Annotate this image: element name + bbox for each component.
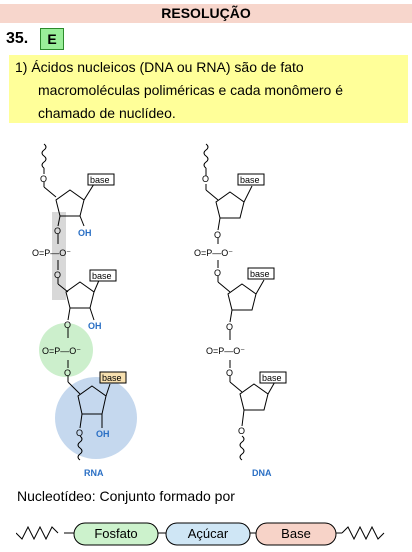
svg-text:O=P—O⁻: O=P—O⁻ bbox=[32, 248, 71, 258]
svg-text:base: base bbox=[90, 175, 110, 185]
fosfato-box bbox=[73, 522, 159, 546]
dna-base-box-3 bbox=[259, 371, 287, 384]
svg-text:base: base bbox=[262, 373, 282, 383]
svg-text:O: O bbox=[54, 226, 61, 236]
svg-text:O: O bbox=[202, 174, 209, 184]
svg-text:O=P—O⁻: O=P—O⁻ bbox=[194, 248, 233, 258]
rna-base-box-3 bbox=[99, 371, 127, 384]
svg-text:O: O bbox=[226, 368, 233, 378]
svg-text:OH: OH bbox=[78, 228, 92, 238]
explanation-note: 1) Ácidos nucleicos (DNA ou RNA) são de … bbox=[9, 55, 408, 123]
rna-base-box-1 bbox=[87, 173, 115, 186]
dna-label: DNA bbox=[252, 468, 272, 478]
sugar-highlight-circle bbox=[55, 377, 137, 459]
svg-text:O: O bbox=[214, 268, 221, 278]
answer-badge: E bbox=[40, 28, 64, 50]
base-box bbox=[255, 522, 337, 546]
resolution-header: RESOLUÇÃO bbox=[0, 4, 412, 23]
svg-text:Base: Base bbox=[281, 526, 311, 541]
note-line-1: 1) Ácidos nucleicos (DNA ou RNA) são de … bbox=[15, 59, 304, 75]
nucleic-acid-figure: base base base base base base O O O=P—O⁻… bbox=[32, 143, 287, 478]
phosphate-highlight-bar bbox=[52, 212, 66, 300]
svg-text:O: O bbox=[214, 230, 221, 240]
svg-text:base: base bbox=[102, 373, 122, 383]
svg-text:O=P—O⁻: O=P—O⁻ bbox=[206, 346, 245, 356]
svg-text:Açúcar: Açúcar bbox=[188, 526, 229, 541]
phosphate-highlight-circle bbox=[39, 323, 93, 377]
svg-text:O: O bbox=[226, 322, 233, 332]
svg-text:O: O bbox=[64, 368, 71, 378]
svg-text:base: base bbox=[92, 271, 112, 281]
nucleotide-caption: Nucleotídeo: Conjunto formado por bbox=[17, 488, 235, 504]
svg-text:O=P—O⁻: O=P—O⁻ bbox=[42, 346, 81, 356]
svg-text:OH: OH bbox=[96, 429, 110, 439]
question-number: 35. bbox=[6, 30, 29, 47]
svg-text:OH: OH bbox=[88, 321, 102, 331]
rna-label: RNA bbox=[84, 468, 104, 478]
rna-base-box-2 bbox=[89, 269, 117, 282]
svg-text:Fosfato: Fosfato bbox=[94, 526, 137, 541]
note-line-3: chamado de nuclídeo. bbox=[38, 105, 176, 121]
dna-base-box-1 bbox=[237, 173, 265, 186]
svg-text:O: O bbox=[238, 426, 245, 436]
svg-text:base: base bbox=[240, 175, 260, 185]
svg-text:O: O bbox=[40, 174, 47, 184]
svg-text:O: O bbox=[76, 428, 83, 438]
svg-text:base: base bbox=[250, 269, 270, 279]
svg-text:O: O bbox=[64, 320, 71, 330]
acucar-box bbox=[165, 522, 251, 546]
dna-base-box-2 bbox=[247, 267, 275, 280]
svg-text:O: O bbox=[54, 270, 61, 280]
nucleotide-schema: Fosfato Açúcar Base bbox=[16, 522, 385, 546]
note-line-2: macromoléculas poliméricas e cada monôme… bbox=[38, 82, 344, 98]
